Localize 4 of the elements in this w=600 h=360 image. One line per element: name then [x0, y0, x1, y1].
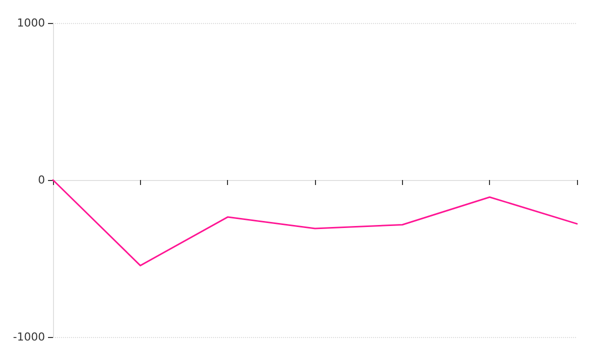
line-series — [52, 179, 578, 266]
y-tick-label: 0 — [38, 174, 45, 186]
y-tick-label: 1000 — [17, 16, 45, 30]
y-tick-label: -1000 — [13, 330, 45, 344]
